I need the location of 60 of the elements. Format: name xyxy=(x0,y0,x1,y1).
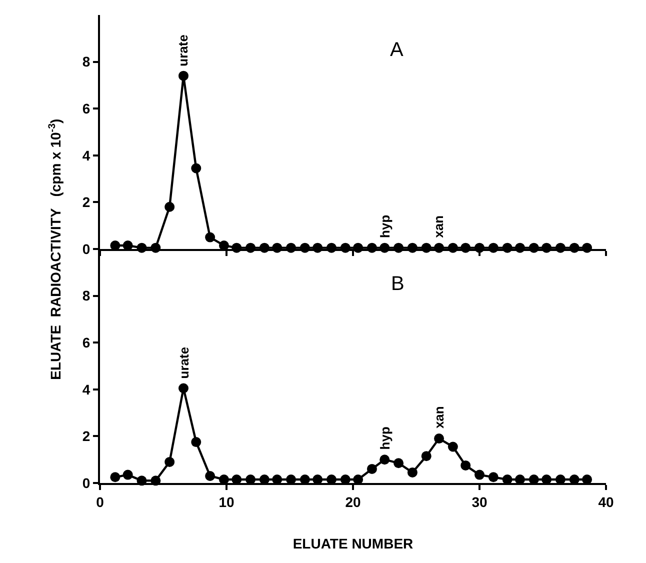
point xyxy=(474,470,484,480)
point xyxy=(380,454,390,465)
point xyxy=(232,474,242,484)
annotation: urate xyxy=(176,346,192,379)
point xyxy=(488,472,498,482)
point xyxy=(191,163,202,174)
point xyxy=(542,474,552,484)
point xyxy=(259,474,270,484)
point xyxy=(421,451,432,462)
point xyxy=(312,474,323,484)
y-tick-label: 6 xyxy=(82,334,90,350)
point xyxy=(366,464,377,474)
point xyxy=(569,474,580,484)
x-tick-label: 30 xyxy=(472,494,488,510)
point xyxy=(528,474,539,484)
y-tick-label: 4 xyxy=(82,147,90,164)
x-tick-label: 40 xyxy=(598,494,614,510)
y-tick-label: 0 xyxy=(82,474,90,491)
point xyxy=(178,383,188,394)
point xyxy=(178,70,188,81)
point xyxy=(407,467,418,478)
point xyxy=(286,474,296,484)
point xyxy=(218,474,229,484)
point xyxy=(272,474,282,484)
annotation: hyp xyxy=(377,214,392,238)
point xyxy=(434,434,444,444)
y-tick-label: 8 xyxy=(82,288,90,304)
point xyxy=(300,474,310,484)
annotation: urate xyxy=(176,34,191,66)
text: B xyxy=(391,273,404,295)
point xyxy=(110,472,120,482)
point xyxy=(205,470,216,481)
annotation: xan xyxy=(431,215,446,238)
point xyxy=(205,232,216,242)
point xyxy=(394,458,404,468)
annotation: xan xyxy=(431,406,446,429)
annotation: hyp xyxy=(378,426,393,450)
point xyxy=(514,474,525,484)
y-tick-label: 6 xyxy=(82,100,90,116)
point xyxy=(164,202,175,212)
text: A xyxy=(390,39,404,61)
point xyxy=(555,474,566,484)
x-tick-label: 0 xyxy=(96,494,104,510)
x-tick-label: 20 xyxy=(345,494,361,510)
point xyxy=(191,437,202,448)
y-tick-label: 2 xyxy=(82,428,90,444)
point xyxy=(340,474,350,484)
x-axis-title: ELUATE NUMBER xyxy=(292,536,414,552)
y-tick-label: 2 xyxy=(82,194,90,210)
point xyxy=(246,474,256,484)
y-tick-label: 4 xyxy=(82,381,90,398)
x-tick-label: 10 xyxy=(218,494,234,510)
point xyxy=(164,456,175,467)
point xyxy=(448,442,458,452)
y-tick-label: 0 xyxy=(82,240,90,257)
point xyxy=(218,240,229,250)
point xyxy=(122,470,133,480)
point xyxy=(460,460,471,470)
point xyxy=(353,474,364,484)
y-tick-label: 8 xyxy=(82,54,90,70)
